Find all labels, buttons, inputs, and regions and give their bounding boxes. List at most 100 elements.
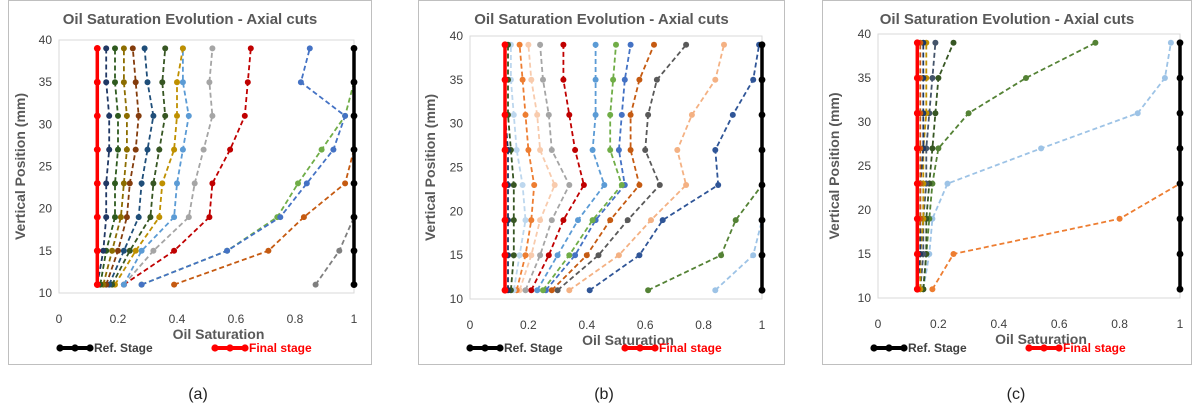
- data-point: [247, 45, 254, 52]
- data-point: [525, 147, 532, 153]
- data-point: [179, 45, 186, 52]
- chart-border: [418, 0, 785, 365]
- data-point: [522, 287, 529, 294]
- data-point: [297, 79, 304, 86]
- data-point: [718, 252, 725, 259]
- series-line: [916, 42, 925, 290]
- series-line: [647, 184, 763, 292]
- caption-a: (a): [188, 386, 208, 403]
- data-point: [750, 76, 757, 83]
- data-point: [132, 79, 139, 86]
- data-point: [144, 146, 151, 153]
- data-point: [528, 76, 535, 83]
- data-point: [1116, 215, 1123, 222]
- data-point: [159, 180, 166, 187]
- chart-title: Oil Saturation Evolution - Axial cuts: [880, 11, 1134, 28]
- data-point: [123, 214, 130, 221]
- data-point: [528, 217, 535, 224]
- data-point: [656, 182, 663, 188]
- data-point: [350, 180, 358, 187]
- data-point: [913, 250, 921, 258]
- x-tick-label: 0.2: [930, 317, 947, 331]
- data-point: [551, 182, 558, 188]
- legend-marker: [1040, 344, 1048, 352]
- data-point: [618, 111, 625, 118]
- legend-marker: [870, 344, 878, 352]
- data-point: [174, 112, 180, 119]
- legend-marker: [466, 344, 474, 352]
- data-point: [913, 145, 921, 152]
- data-point: [206, 214, 213, 221]
- data-point: [135, 214, 142, 221]
- series-line: [542, 44, 623, 291]
- chart-border: [8, 0, 372, 365]
- data-point: [554, 287, 561, 294]
- data-point: [627, 41, 634, 48]
- data-point: [510, 182, 517, 188]
- y-tick-label: 30: [450, 117, 464, 131]
- data-point: [674, 147, 681, 153]
- data-point: [566, 287, 573, 294]
- data-point: [627, 147, 634, 153]
- data-point: [592, 41, 599, 48]
- y-tick-label: 10: [858, 291, 872, 305]
- data-point: [712, 147, 719, 153]
- data-point: [935, 75, 942, 81]
- data-point: [510, 252, 517, 259]
- data-point: [636, 252, 643, 259]
- legend-marker: [1055, 344, 1063, 352]
- x-tick-label: 0.8: [287, 312, 304, 326]
- series-line: [931, 182, 1181, 290]
- data-point: [950, 251, 957, 257]
- x-tick-label: 1: [1177, 317, 1184, 331]
- series-line: [102, 48, 128, 285]
- legend-marker: [71, 344, 79, 352]
- data-point: [150, 112, 157, 119]
- data-point: [150, 180, 157, 187]
- series-line: [536, 44, 606, 291]
- series-line: [141, 48, 347, 286]
- y-tick-label: 40: [450, 29, 464, 43]
- series-line: [515, 44, 536, 291]
- y-tick-label: 10: [450, 292, 464, 306]
- data-point: [537, 217, 544, 224]
- data-point: [129, 45, 136, 52]
- legend-marker: [885, 344, 893, 352]
- chart-panel-c: Oil Saturation Evolution - Axial cuts 10 1…: [822, 0, 1192, 365]
- data-point: [516, 252, 523, 259]
- data-point: [179, 79, 186, 86]
- data-point: [513, 147, 520, 153]
- data-point: [522, 252, 529, 259]
- data-point: [601, 182, 608, 188]
- series-line: [123, 48, 252, 286]
- data-point: [932, 110, 939, 117]
- data-point: [132, 247, 139, 254]
- data-point: [303, 180, 310, 187]
- data-point: [174, 79, 180, 86]
- data-point: [350, 112, 358, 120]
- data-point: [501, 146, 509, 154]
- legend-label: Final stage: [659, 341, 722, 355]
- data-point: [929, 286, 936, 293]
- data-point: [200, 146, 207, 153]
- series-line: [922, 42, 1172, 290]
- legend-marker: [56, 344, 64, 352]
- x-tick-label: 0: [56, 312, 63, 326]
- data-point: [589, 147, 596, 153]
- data-point: [120, 247, 127, 254]
- data-point: [528, 287, 535, 294]
- legend-marker: [636, 344, 644, 352]
- legend-label: Ref. Stage: [504, 341, 563, 355]
- data-point: [147, 214, 154, 221]
- data-point: [350, 45, 358, 52]
- y-tick-label: 25: [450, 161, 464, 175]
- data-point: [330, 146, 337, 153]
- legend-marker: [481, 344, 489, 352]
- data-point: [525, 41, 532, 48]
- data-point: [295, 180, 301, 187]
- legend-marker: [496, 344, 504, 352]
- legend-label: Final stage: [1063, 341, 1126, 355]
- data-point: [132, 146, 139, 153]
- data-point: [350, 78, 358, 86]
- data-point: [688, 111, 695, 118]
